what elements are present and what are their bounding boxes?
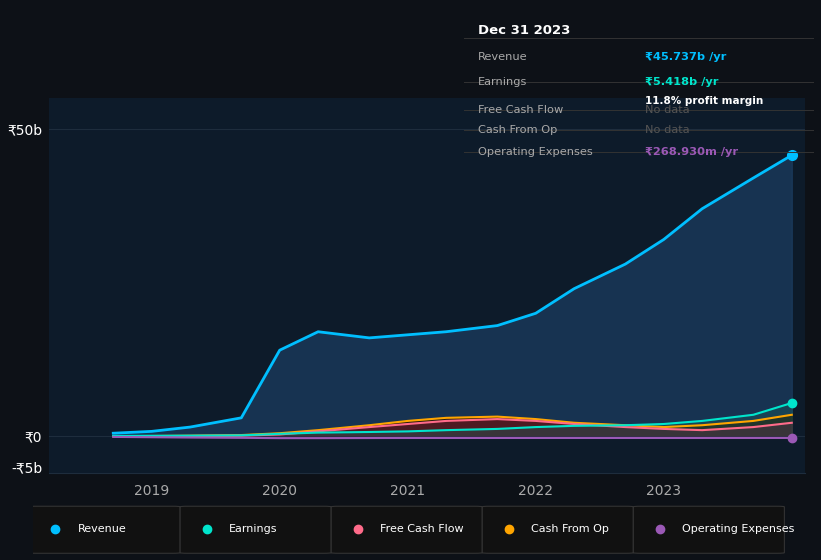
Text: No data: No data bbox=[645, 125, 690, 135]
Text: Revenue: Revenue bbox=[78, 524, 127, 534]
FancyBboxPatch shape bbox=[482, 506, 633, 553]
Text: ₹45.737b /yr: ₹45.737b /yr bbox=[645, 52, 727, 62]
Text: Earnings: Earnings bbox=[229, 524, 277, 534]
Text: Free Cash Flow: Free Cash Flow bbox=[478, 105, 563, 115]
FancyBboxPatch shape bbox=[331, 506, 482, 553]
FancyBboxPatch shape bbox=[29, 506, 180, 553]
Text: Operating Expenses: Operating Expenses bbox=[682, 524, 795, 534]
Text: ₹5.418b /yr: ₹5.418b /yr bbox=[645, 77, 719, 87]
Text: Earnings: Earnings bbox=[478, 77, 527, 87]
Text: No data: No data bbox=[645, 105, 690, 115]
Text: 11.8% profit margin: 11.8% profit margin bbox=[645, 96, 764, 106]
Text: Dec 31 2023: Dec 31 2023 bbox=[478, 24, 571, 38]
FancyBboxPatch shape bbox=[633, 506, 784, 553]
Text: Cash From Op: Cash From Op bbox=[531, 524, 609, 534]
Text: Free Cash Flow: Free Cash Flow bbox=[380, 524, 464, 534]
Text: Revenue: Revenue bbox=[478, 52, 527, 62]
Text: Cash From Op: Cash From Op bbox=[478, 125, 557, 135]
Text: Operating Expenses: Operating Expenses bbox=[478, 147, 593, 157]
FancyBboxPatch shape bbox=[180, 506, 331, 553]
Text: ₹268.930m /yr: ₹268.930m /yr bbox=[645, 147, 738, 157]
